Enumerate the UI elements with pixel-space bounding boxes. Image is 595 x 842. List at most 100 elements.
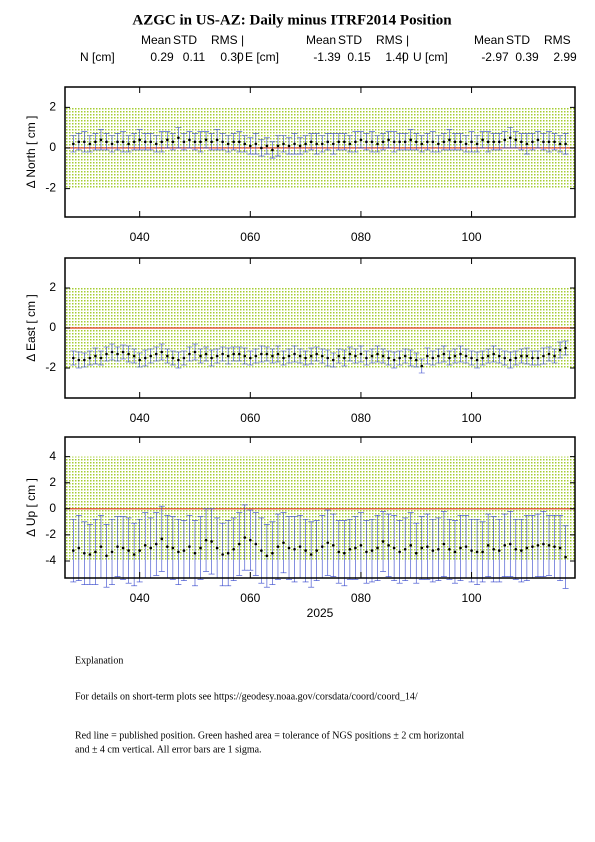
point	[486, 140, 490, 144]
point	[249, 356, 252, 360]
point	[426, 354, 429, 358]
point	[105, 554, 108, 558]
stat-value: 0.39	[515, 50, 539, 64]
point	[398, 140, 401, 144]
point	[503, 544, 507, 547]
point	[558, 142, 562, 146]
point	[293, 352, 296, 356]
point	[110, 142, 114, 146]
point	[326, 541, 330, 545]
stat-value: -1.39	[313, 50, 341, 64]
point	[188, 138, 191, 142]
point	[221, 140, 224, 144]
point	[182, 549, 186, 552]
point	[99, 545, 103, 548]
y-tick-label: -2	[45, 527, 56, 541]
point	[381, 140, 385, 144]
point	[520, 549, 523, 552]
y-tick-label: 0	[49, 501, 56, 515]
point	[127, 352, 130, 356]
point	[215, 354, 219, 358]
point	[204, 352, 208, 356]
point	[492, 352, 495, 356]
point	[359, 352, 363, 356]
y-tick-label: 2	[49, 99, 56, 113]
stat-value: 0.29	[150, 50, 174, 64]
point	[470, 140, 473, 144]
point	[547, 352, 551, 356]
point	[486, 354, 490, 358]
point	[171, 140, 175, 144]
point	[143, 544, 147, 547]
point	[437, 547, 440, 551]
point	[348, 547, 352, 551]
point	[282, 142, 285, 146]
point	[326, 356, 330, 360]
x-tick-label: 100	[462, 411, 482, 425]
point	[71, 356, 75, 360]
point	[486, 544, 490, 547]
point	[558, 348, 562, 352]
point	[497, 354, 501, 358]
point	[99, 138, 103, 142]
y-tick-label: 4	[49, 449, 56, 463]
point	[94, 354, 97, 358]
point	[199, 140, 202, 144]
point	[464, 142, 468, 146]
point	[470, 356, 473, 360]
y-axis-label: Δ Up [ cm ]	[24, 478, 38, 537]
point	[331, 358, 335, 362]
point	[232, 547, 236, 551]
point	[326, 140, 330, 144]
point	[237, 140, 241, 144]
point	[409, 138, 413, 142]
point	[431, 549, 435, 552]
point	[414, 140, 418, 144]
stat-label: N [cm]	[80, 50, 115, 64]
point	[132, 140, 136, 144]
stat-value: 2.99	[553, 50, 577, 64]
point	[188, 545, 191, 548]
point	[237, 352, 241, 356]
point	[459, 140, 462, 144]
x-tick-label: 080	[351, 411, 371, 425]
point	[531, 356, 534, 360]
point	[149, 354, 153, 358]
point	[287, 354, 291, 358]
point	[564, 142, 567, 146]
point	[210, 140, 213, 144]
point	[265, 144, 269, 148]
point	[448, 356, 451, 360]
y-tick-label: 2	[49, 280, 56, 294]
point	[254, 542, 258, 546]
point	[160, 537, 164, 541]
point	[143, 140, 147, 144]
point	[304, 356, 307, 360]
point	[370, 354, 374, 358]
point	[221, 352, 224, 356]
point	[508, 136, 512, 140]
point	[77, 358, 81, 362]
point	[553, 354, 556, 358]
stat-value: -2.97	[481, 50, 509, 64]
point	[365, 356, 368, 360]
point	[138, 549, 141, 552]
point	[254, 354, 258, 358]
point	[437, 142, 440, 146]
point	[154, 142, 158, 146]
point	[265, 554, 269, 558]
explanation-heading: Explanation	[75, 655, 123, 666]
point	[453, 550, 457, 554]
point	[215, 138, 219, 142]
stat-header: STD	[338, 33, 362, 47]
point	[166, 354, 169, 358]
point	[99, 356, 103, 360]
point	[182, 140, 186, 144]
point	[403, 547, 407, 551]
point	[403, 354, 407, 358]
point	[370, 140, 374, 144]
point	[293, 142, 296, 146]
point	[232, 352, 236, 356]
point	[127, 142, 130, 146]
point	[298, 354, 302, 358]
